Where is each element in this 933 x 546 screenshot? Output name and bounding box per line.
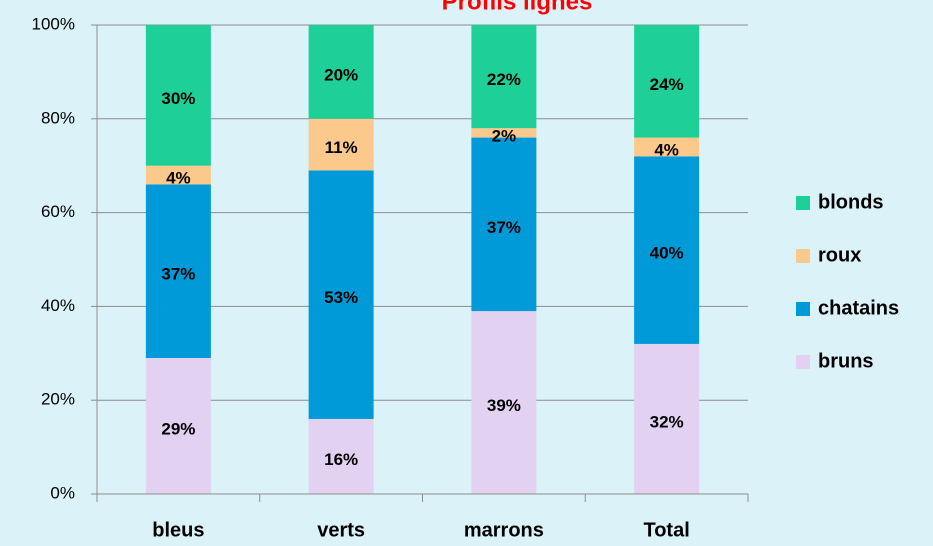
y-tick-label: 80% [41,108,75,127]
data-label: 4% [166,169,191,188]
bar-segment [634,137,700,157]
data-label: 2% [492,126,517,145]
data-label: 37% [487,218,521,237]
bar-segment [308,118,374,171]
legend-swatch [796,302,810,316]
chart-title: Profils lignes [442,0,593,15]
legend-swatch [796,196,810,210]
bar-segment [308,418,374,494]
bar-segment [471,137,537,312]
data-label: 16% [324,450,358,469]
bar-segment [634,25,700,138]
bar-segment [145,357,211,494]
data-label: 24% [650,75,684,94]
bar-segment [308,170,374,419]
bar-segment [634,343,700,494]
data-label: 11% [325,138,358,157]
y-tick-label: 20% [41,390,75,409]
bar-segment [471,311,537,494]
data-label: 4% [654,140,679,159]
data-label: 22% [487,70,521,89]
x-tick-label: verts [317,519,365,541]
x-tick-label: marrons [464,519,544,541]
bar-segment [145,184,211,358]
data-label: 40% [650,244,684,263]
legend-label: roux [818,244,861,266]
y-tick-label: 60% [41,202,75,221]
bar-segment [634,156,700,344]
data-label: 32% [650,412,684,431]
bar-segment [308,25,374,119]
legend-swatch [796,355,810,369]
data-label: 30% [161,89,195,108]
bar-segment [471,128,537,138]
bar-segment [145,25,211,166]
data-label: 53% [324,288,358,307]
data-label: 37% [161,265,195,284]
y-tick-label: 40% [41,296,75,315]
bar-segment [145,165,211,185]
legend-swatch [796,249,810,263]
data-label: 20% [324,65,358,84]
x-tick-label: Total [643,519,689,541]
bar-segment [471,25,537,129]
legend-label: blonds [818,191,884,213]
legend-label: bruns [818,350,874,372]
y-tick-label: 100% [32,14,75,33]
y-tick-label: 0% [50,483,75,502]
data-label: 39% [487,396,521,415]
x-tick-label: bleus [152,519,204,541]
legend-label: chatains [818,297,899,319]
data-label: 29% [161,419,195,438]
